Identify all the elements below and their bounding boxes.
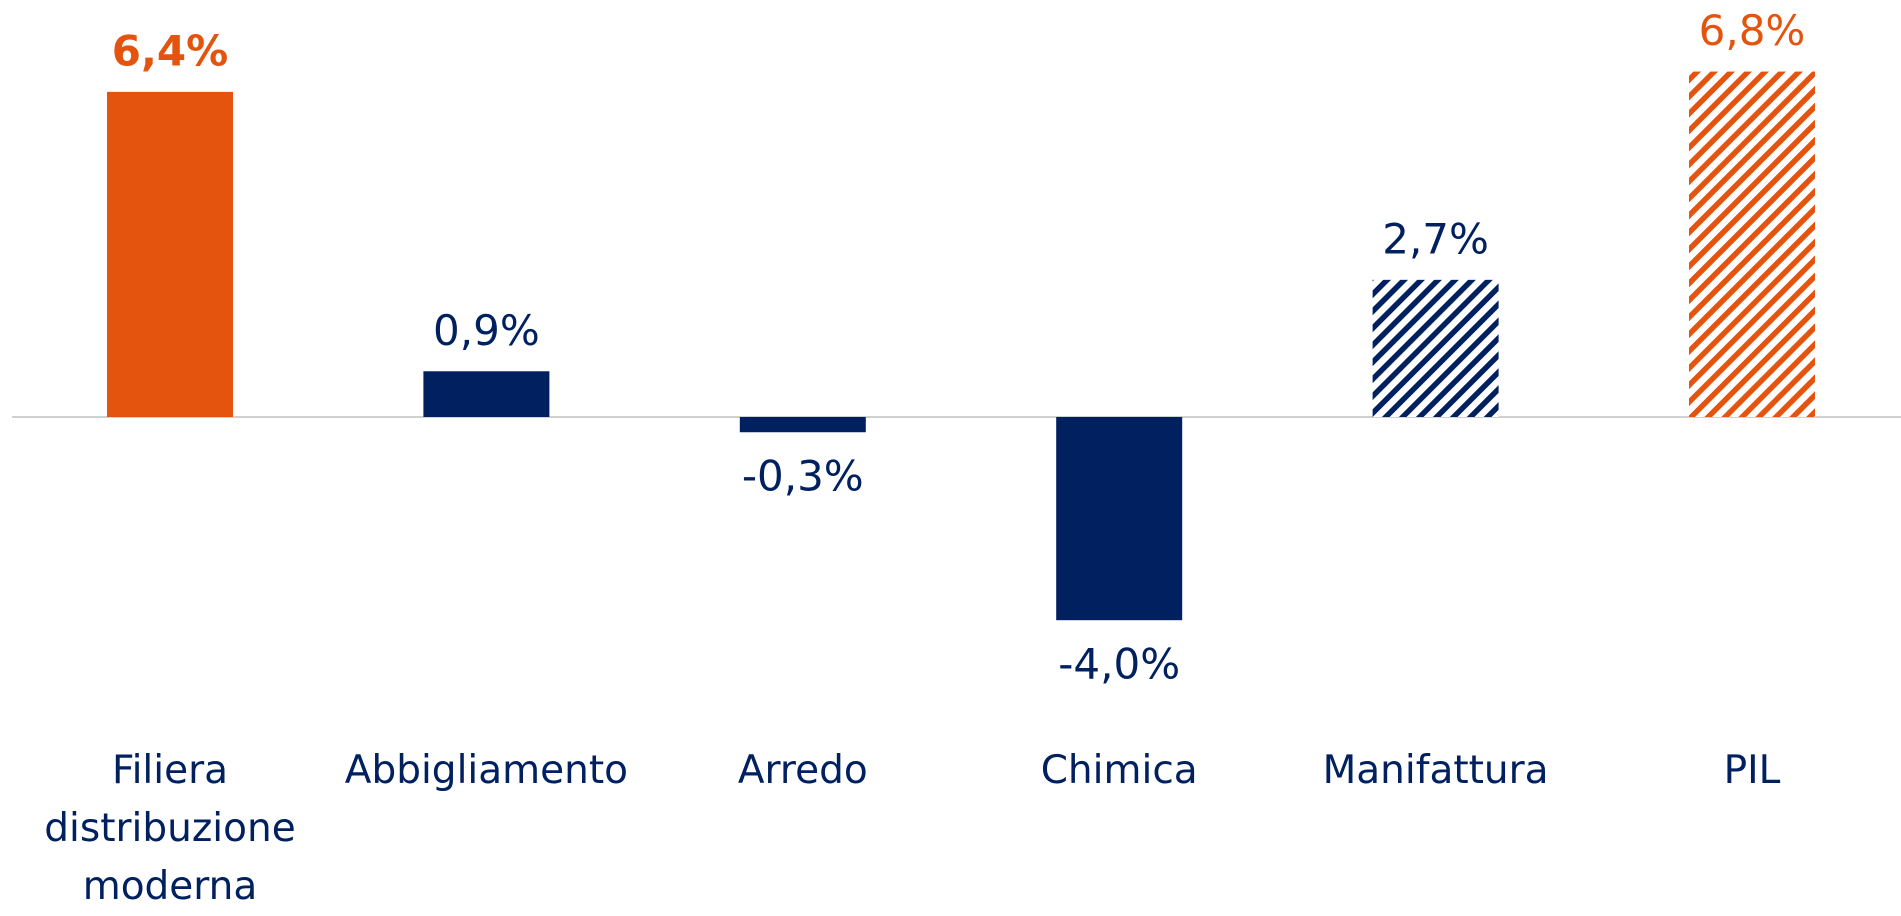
x-tick-label: Filiera distribuzione moderna [44, 748, 296, 909]
x-tick-label: Abbigliamento [344, 748, 628, 793]
bar [107, 91, 233, 417]
x-tick-label: Arredo [737, 748, 868, 793]
value-label: -4,0% [1058, 640, 1180, 689]
value-label: 6,8% [1699, 6, 1806, 55]
x-tick-label: PIL [1723, 748, 1781, 793]
bar [1056, 417, 1183, 621]
value-label: 2,7% [1382, 214, 1489, 263]
value-label: 6,4% [112, 26, 228, 75]
x-tick-label: Chimica [1040, 748, 1198, 793]
bar [1372, 279, 1499, 417]
value-label: -0,3% [742, 452, 864, 501]
bar [423, 371, 550, 417]
bar [1689, 71, 1815, 417]
bar [739, 417, 866, 433]
x-tick-label: Manifattura [1322, 748, 1549, 793]
value-label: 0,9% [433, 306, 540, 355]
